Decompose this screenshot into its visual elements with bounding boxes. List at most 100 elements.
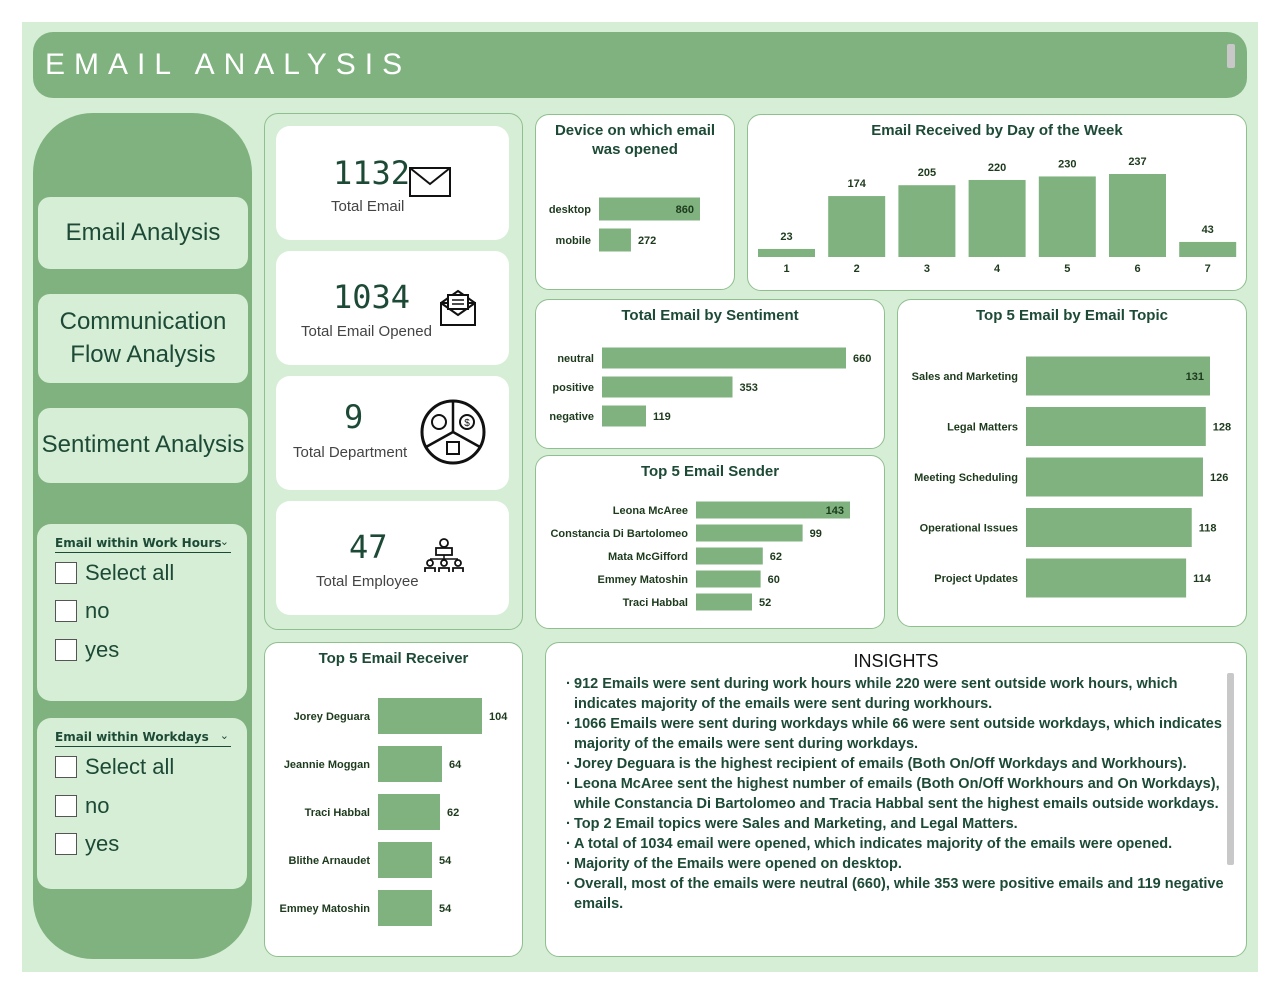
topic-category-label: Operational Issues (920, 523, 1018, 535)
insight-item: Leona McAree sent the highest number of … (566, 774, 1226, 814)
sentiment-bar[interactable] (602, 376, 733, 398)
receiver-chart-title: Top 5 Email Receiver (318, 650, 469, 667)
receiver-value-label: 62 (447, 807, 459, 819)
dayofweek-category-label: 1 (783, 263, 789, 275)
workdays-option-select-all[interactable]: Select all (55, 754, 174, 780)
sentiment-bar[interactable] (602, 405, 646, 427)
receiver-bar[interactable] (378, 794, 440, 830)
kpi-total-email-label: Total Email (331, 198, 405, 215)
checkbox[interactable] (55, 756, 77, 778)
topic-bar[interactable] (1026, 356, 1210, 396)
device-chart-title-line1: Device on which email (554, 122, 716, 139)
sender-bar[interactable] (696, 547, 763, 565)
chevron-down-icon[interactable]: ⌄ (219, 535, 229, 548)
dayofweek-bar[interactable] (758, 248, 815, 257)
work-hours-option-select-all[interactable]: Select all (55, 560, 174, 586)
receiver-bar[interactable] (378, 746, 442, 782)
device-bar[interactable] (599, 228, 631, 252)
sender-chart-title: Top 5 Email Sender (640, 463, 780, 480)
header-bar: EMAIL ANALYSIS (33, 32, 1247, 98)
work-hours-filter: Email within Work Hours ⌄ Select all no … (37, 524, 247, 701)
option-label: Select all (85, 754, 175, 779)
dayofweek-value-label: 220 (988, 162, 1006, 174)
workdays-option-yes[interactable]: yes (55, 831, 119, 857)
dayofweek-bar[interactable] (968, 179, 1026, 257)
sender-bar[interactable] (696, 570, 761, 588)
insight-item: Top 2 Email topics were Sales and Market… (566, 814, 1226, 834)
topic-bar[interactable] (1026, 457, 1203, 497)
kpi-total-employee-label: Total Employee (316, 573, 419, 590)
topic-chart: Sales and Marketing 131 Legal Matters 128 Me… (912, 356, 1231, 598)
sender-category-label: Traci Habbal (623, 597, 688, 609)
checkbox[interactable] (55, 795, 77, 817)
device-chart-title: Device on which email was opened (536, 122, 734, 160)
option-label: yes (85, 831, 120, 856)
topic-bar[interactable] (1026, 407, 1206, 446)
sender-bar[interactable] (696, 593, 752, 611)
insight-item: 1066 Emails were sent during workdays wh… (566, 714, 1226, 754)
topic-bar[interactable] (1026, 558, 1187, 598)
device-category-label: mobile (556, 235, 591, 247)
checkbox[interactable] (55, 600, 77, 622)
department-icon: $ (420, 399, 486, 465)
sentiment-category-label: negative (549, 411, 594, 423)
header-scrollbar[interactable] (1227, 44, 1235, 68)
device-chart-card: Device on which email was opened desktop… (535, 114, 735, 290)
receiver-category-label: Emmey Matoshin (280, 903, 371, 915)
kpi-total-department: 9 Total Department $ (276, 376, 509, 490)
dayofweek-bar[interactable] (828, 196, 886, 257)
sentiment-category-label: neutral (557, 353, 594, 365)
chevron-down-icon[interactable]: ⌄ (219, 729, 229, 742)
work-hours-filter-header[interactable]: Email within Work Hours ⌄ (55, 535, 231, 553)
receiver-bar[interactable] (378, 698, 482, 734)
device-bar[interactable] (599, 197, 700, 221)
receiver-category-label: Jorey Deguara (294, 711, 371, 723)
sentiment-chart-card: Total Email by Sentiment neutral 660 posit… (535, 299, 885, 449)
topic-category-label: Project Updates (934, 573, 1018, 585)
dayofweek-bar[interactable] (898, 185, 956, 257)
sender-bar[interactable] (696, 501, 850, 519)
sender-bar[interactable] (696, 524, 803, 542)
insights-scrollbar[interactable] (1227, 673, 1234, 865)
nav-communication-flow-button[interactable]: Communication Flow Analysis (38, 294, 248, 383)
workdays-option-no[interactable]: no (55, 793, 109, 819)
topic-bar[interactable] (1026, 508, 1192, 547)
device-category-label: desktop (549, 204, 591, 216)
svg-text:$: $ (464, 418, 470, 429)
checkbox[interactable] (55, 833, 77, 855)
dayofweek-bar[interactable] (1109, 174, 1166, 257)
sender-category-label: Leona McAree (613, 505, 688, 517)
option-label: no (85, 793, 110, 818)
receiver-value-label: 104 (489, 711, 508, 723)
nav-email-analysis-label: Email Analysis (65, 218, 221, 246)
topic-category-label: Meeting Scheduling (914, 472, 1018, 484)
checkbox[interactable] (55, 639, 77, 661)
topic-value-label: 118 (1199, 523, 1217, 535)
dayofweek-chart-title: Email Received by Day of the Week (871, 122, 1123, 139)
page-title: EMAIL ANALYSIS (45, 48, 412, 81)
device-chart-title-line2: was opened (592, 140, 678, 158)
topic-chart-card: Top 5 Email by Email Topic Sales and Mar… (897, 299, 1247, 627)
checkbox[interactable] (55, 562, 77, 584)
sentiment-category-label: positive (552, 382, 594, 394)
workdays-filter-header[interactable]: Email within Workdays ⌄ (55, 729, 231, 747)
nav-comm-flow-label-1: Communication (59, 308, 227, 336)
sentiment-value-label: 660 (853, 353, 871, 365)
work-hours-option-no[interactable]: no (55, 598, 109, 624)
sentiment-bar[interactable] (602, 347, 846, 369)
nav-sentiment-analysis-button[interactable]: Sentiment Analysis (38, 408, 248, 483)
receiver-value-label: 64 (449, 759, 462, 771)
nav-email-analysis-button[interactable]: Email Analysis (38, 197, 248, 269)
insights-list: 912 Emails were sent during work hours w… (566, 674, 1226, 914)
dayofweek-bar[interactable] (1038, 176, 1096, 257)
dayofweek-value-label: 174 (848, 178, 867, 190)
receiver-bar[interactable] (378, 890, 432, 926)
work-hours-option-yes[interactable]: yes (55, 637, 119, 663)
receiver-bar[interactable] (378, 842, 432, 878)
dayofweek-bar[interactable] (1179, 241, 1237, 257)
open-envelope-icon (440, 289, 476, 326)
device-value-label: 272 (638, 235, 656, 247)
nav-sentiment-label: Sentiment Analysis (41, 431, 245, 459)
insights-card: INSIGHTS 912 Emails were sent during wor… (545, 642, 1247, 957)
sender-chart: Leona McAree 143 Constancia Di Bartolomeo 9… (550, 501, 850, 611)
